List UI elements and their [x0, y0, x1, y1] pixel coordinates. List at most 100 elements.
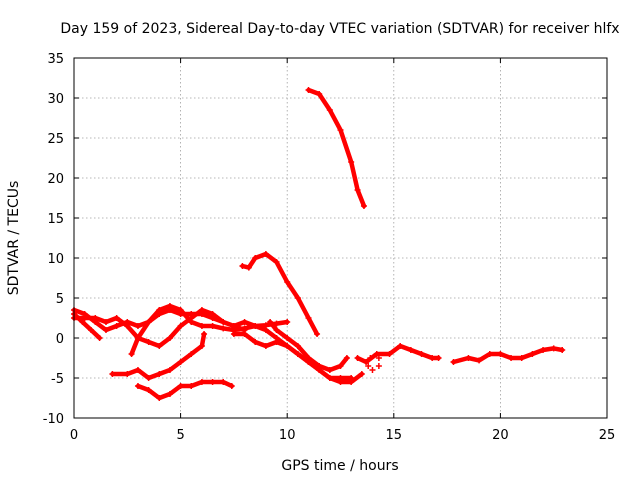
data-point — [198, 379, 205, 385]
data-point — [316, 363, 323, 369]
data-point — [267, 319, 274, 325]
series-line — [306, 87, 367, 209]
data-point — [497, 351, 504, 357]
data-point — [241, 319, 248, 325]
grid — [74, 58, 607, 418]
y-tick-label: -5 — [51, 372, 64, 387]
y-tick-label: 20 — [47, 172, 64, 187]
data-point — [273, 339, 280, 345]
data-point — [508, 355, 515, 361]
data-point — [134, 335, 141, 341]
data-point — [252, 323, 259, 329]
data-point — [81, 315, 88, 321]
data-point — [228, 383, 235, 389]
data-point — [230, 331, 237, 337]
series-arc-13 — [450, 345, 566, 365]
data-point — [337, 363, 344, 369]
data-point — [369, 367, 376, 373]
data-point — [540, 347, 547, 353]
y-tick-label: 10 — [47, 252, 64, 267]
data-point — [429, 355, 436, 361]
data-point — [354, 355, 361, 361]
data-point — [134, 383, 141, 389]
series-arc-5 — [109, 331, 208, 381]
data-point — [92, 315, 99, 321]
data-point — [188, 351, 195, 357]
data-point — [134, 367, 141, 373]
data-point — [360, 203, 367, 209]
data-point — [201, 331, 208, 337]
series-arc-11 — [305, 87, 367, 209]
data-point — [326, 375, 333, 381]
x-axis-label: GPS time / hours — [281, 458, 398, 474]
data-point — [273, 259, 280, 265]
data-point — [241, 331, 248, 337]
data-point — [284, 343, 291, 349]
data-point — [145, 387, 152, 393]
data-point — [450, 359, 457, 365]
data-point — [262, 343, 269, 349]
data-point — [102, 319, 109, 325]
data-point — [88, 327, 95, 333]
y-axis-ticks: -10 -5 0 5 10 15 20 25 30 35 — [43, 52, 607, 427]
data-point — [188, 319, 195, 325]
data-point — [294, 343, 301, 349]
y-tick-label: 25 — [47, 132, 64, 147]
data-point — [284, 319, 291, 325]
data-point — [294, 351, 301, 357]
data-point — [337, 375, 344, 381]
data-point — [102, 327, 109, 333]
data-point — [166, 335, 173, 341]
series-line — [135, 379, 235, 401]
data-point — [96, 335, 103, 341]
data-point — [239, 263, 246, 269]
data-point — [529, 351, 536, 357]
data-point — [230, 323, 237, 329]
data-point — [156, 371, 163, 377]
data-point — [166, 367, 173, 373]
y-tick-label: 30 — [47, 92, 64, 107]
data-point — [367, 355, 374, 361]
data-point — [252, 255, 259, 261]
data-point — [375, 363, 382, 369]
data-point — [465, 355, 472, 361]
data-point — [294, 295, 301, 301]
chart-title: Day 159 of 2023, Sidereal Day-to-day VTE… — [60, 21, 619, 37]
y-tick-label: -10 — [43, 412, 64, 427]
data-point — [365, 363, 372, 369]
y-tick-label: 15 — [47, 212, 64, 227]
data-point — [177, 323, 184, 329]
data-point — [198, 343, 205, 349]
data-point — [166, 303, 173, 309]
data-point — [177, 307, 184, 313]
data-point — [166, 391, 173, 397]
data-point — [284, 335, 291, 341]
data-point — [337, 127, 344, 133]
x-tick-label: 15 — [386, 428, 403, 443]
data-point — [198, 323, 205, 329]
data-point — [397, 343, 404, 349]
data-point — [113, 323, 120, 329]
x-tick-label: 25 — [599, 428, 616, 443]
data-point — [435, 355, 442, 361]
plot-frame — [73, 57, 608, 419]
data-point — [209, 379, 216, 385]
data-point — [273, 320, 280, 327]
data-point — [314, 331, 321, 337]
data-point — [220, 319, 227, 325]
data-point — [156, 307, 163, 313]
data-point — [343, 355, 350, 361]
data-point — [348, 159, 355, 165]
x-tick-label: 0 — [70, 428, 78, 443]
data-point — [326, 367, 333, 373]
data-point — [273, 327, 280, 333]
series-arc-6 — [134, 379, 235, 401]
data-point — [124, 323, 131, 329]
y-tick-label: 0 — [56, 332, 64, 347]
x-tick-label: 10 — [279, 428, 296, 443]
data-point — [550, 345, 557, 352]
data-point — [316, 91, 323, 97]
data-point — [354, 187, 361, 193]
x-tick-label: 20 — [492, 428, 509, 443]
